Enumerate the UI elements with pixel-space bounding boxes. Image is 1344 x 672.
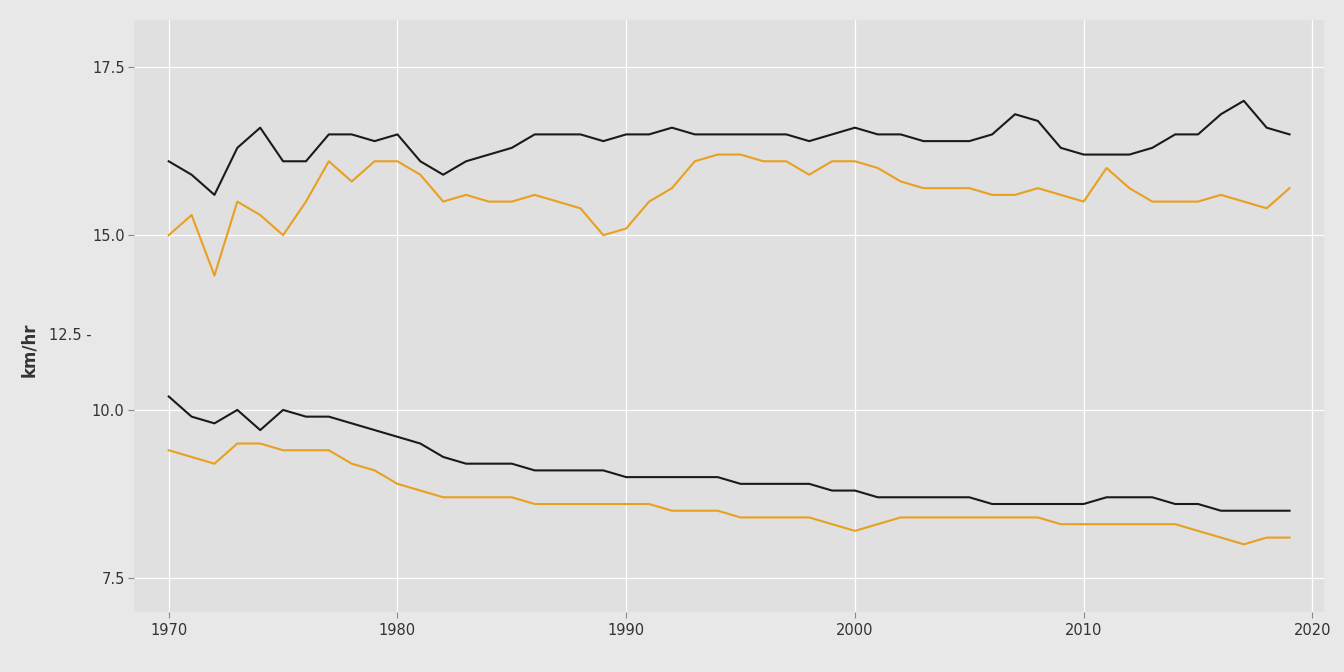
Text: km/hr: km/hr — [20, 322, 39, 377]
Text: 12.5 -: 12.5 - — [48, 329, 91, 343]
